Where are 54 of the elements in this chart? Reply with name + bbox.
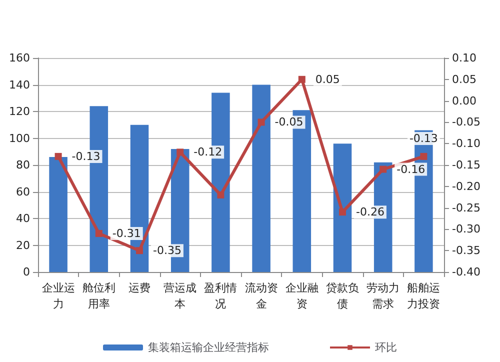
y-tick-label: 100: [9, 132, 30, 145]
data-label: 0.05: [315, 72, 340, 86]
data-label: -0.05: [274, 116, 304, 129]
x-tick-label: 劳动力需求: [366, 282, 400, 310]
y2-tick-label: -0.35: [452, 244, 480, 258]
legend-label: 集装箱运输企业经营指标: [148, 341, 269, 354]
y-tick-label: 20: [16, 238, 30, 252]
data-label: -0.12: [194, 146, 222, 159]
y2-tick-label: -0.15: [452, 158, 480, 172]
point: [136, 247, 143, 254]
y2-tick-label: 0.05: [452, 72, 476, 86]
data-label: -0.26: [356, 206, 384, 219]
x-tick-label: 船舶运力投资: [407, 282, 440, 310]
y2-tick-label: -0.10: [452, 137, 480, 150]
point: [95, 230, 102, 237]
y2-tick-label: 0.00: [452, 94, 476, 108]
legend-label: 环比: [375, 341, 397, 354]
x-tick-label: 营运成本: [164, 282, 197, 310]
data-label: -0.16: [396, 162, 426, 176]
bar: [49, 156, 68, 272]
x-tick-label: 舱位利用率: [82, 282, 116, 310]
y-tick-label: 40: [16, 212, 30, 225]
point: [54, 152, 62, 160]
bar: [252, 84, 270, 272]
y2-tick-label: -0.25: [452, 201, 480, 214]
y2-tick-label: -0.20: [452, 180, 480, 193]
data-label: -0.13: [72, 150, 100, 163]
y2-tick-label: -0.30: [452, 222, 480, 236]
point: [420, 152, 428, 160]
x-tick-label: 企业运力: [42, 282, 75, 310]
y2-tick-label: 0.10: [452, 52, 476, 64]
data-label: -0.13: [409, 132, 438, 145]
point: [258, 118, 265, 126]
y2-tick-label: -0.40: [452, 266, 480, 278]
y-tick-label: 120: [9, 105, 30, 118]
x-tick-label: 盈利情况: [204, 282, 238, 310]
y-tick-label: 80: [16, 158, 30, 172]
x-tick-label: 企业融资: [285, 282, 318, 310]
y-tick-label: 60: [16, 185, 30, 198]
y-tick-label: 0: [23, 266, 30, 278]
y-tick-label: 160: [9, 52, 30, 64]
point: [339, 208, 346, 216]
y-tick-label: 140: [9, 78, 30, 92]
data-label: -0.31: [112, 226, 141, 240]
point: [380, 166, 387, 173]
point: [176, 148, 184, 156]
point: [217, 191, 224, 198]
point: [298, 76, 306, 83]
x-tick-label: 贷款负债: [326, 282, 359, 310]
x-tick-label: 流动资金: [244, 282, 278, 310]
y2-tick-label: -0.05: [452, 116, 480, 129]
x-tick-label: 运费: [128, 282, 150, 294]
bar: [333, 144, 352, 272]
data-label: -0.35: [153, 244, 182, 258]
